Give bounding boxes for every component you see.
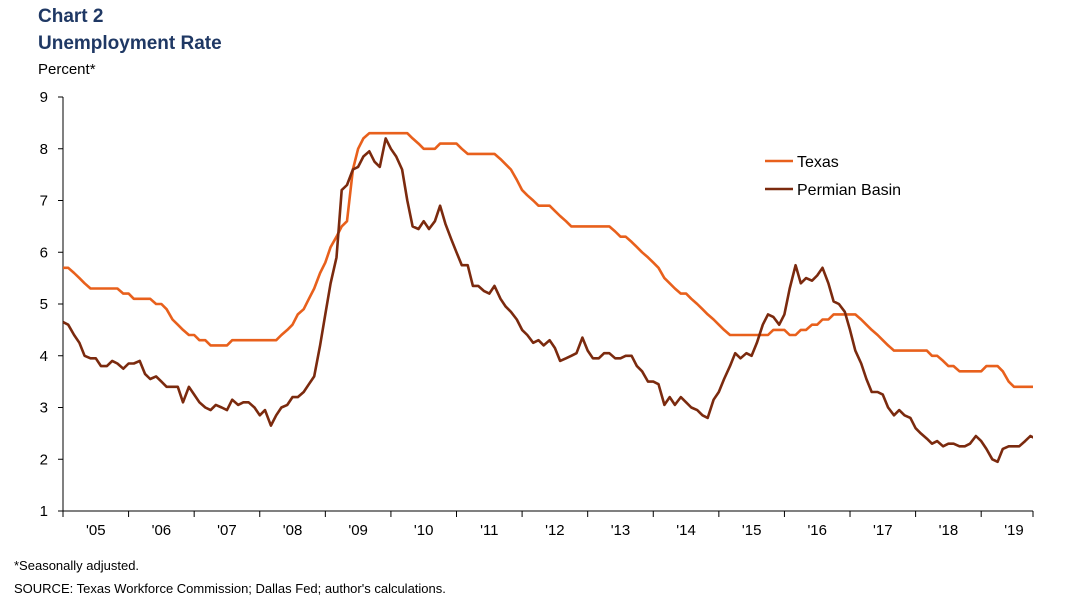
source-note: SOURCE: Texas Workforce Commission; Dall…	[14, 581, 446, 596]
chart-number: Chart 2	[38, 6, 104, 27]
x-tick-label: '08	[283, 522, 303, 539]
legend-label: Permian Basin	[797, 182, 901, 199]
y-tick-label: 7	[40, 193, 48, 210]
x-tick-label: '11	[480, 522, 498, 539]
x-tick-label: '15	[742, 522, 762, 539]
legend-label: Texas	[797, 154, 839, 171]
y-tick-label: 4	[40, 348, 48, 365]
y-axis-unit-label: Percent*	[38, 61, 96, 78]
x-tick-label: '13	[611, 522, 631, 539]
x-tick-label: '19	[1004, 522, 1024, 539]
series-line-texas	[63, 131, 1033, 389]
x-tick-label: '06	[152, 522, 172, 539]
chart-title: Unemployment Rate	[38, 33, 222, 54]
legend: Texas Permian Basin	[765, 154, 901, 199]
series-line-permian-basin	[63, 137, 1033, 464]
y-tick-label: 5	[40, 296, 48, 313]
x-tick-label: '07	[217, 522, 237, 539]
y-tick-label: 8	[40, 141, 48, 158]
x-tick-label: '16	[807, 522, 827, 539]
x-tick-label: '12	[545, 522, 565, 539]
y-tick-label: 3	[40, 400, 48, 417]
y-tick-label: 9	[40, 89, 48, 106]
series-layer	[63, 131, 1033, 464]
y-tick-label: 2	[40, 451, 48, 468]
y-tick-label: 1	[40, 503, 48, 520]
footnote: *Seasonally adjusted.	[14, 558, 140, 573]
y-tick-label: 6	[40, 244, 48, 261]
x-tick-label: '10	[414, 522, 434, 539]
x-tick-label: '09	[348, 522, 368, 539]
x-tick-label: '18	[939, 522, 959, 539]
x-tick-label: '05	[86, 522, 106, 539]
x-tick-label: '17	[873, 522, 893, 539]
x-tick-label: '14	[676, 522, 696, 539]
axes: 1 2 3 4 5 6 7 8 9 '05 '06 '07 '08 '09 '10 '11 '12 '13 '14 '…	[40, 89, 1034, 539]
